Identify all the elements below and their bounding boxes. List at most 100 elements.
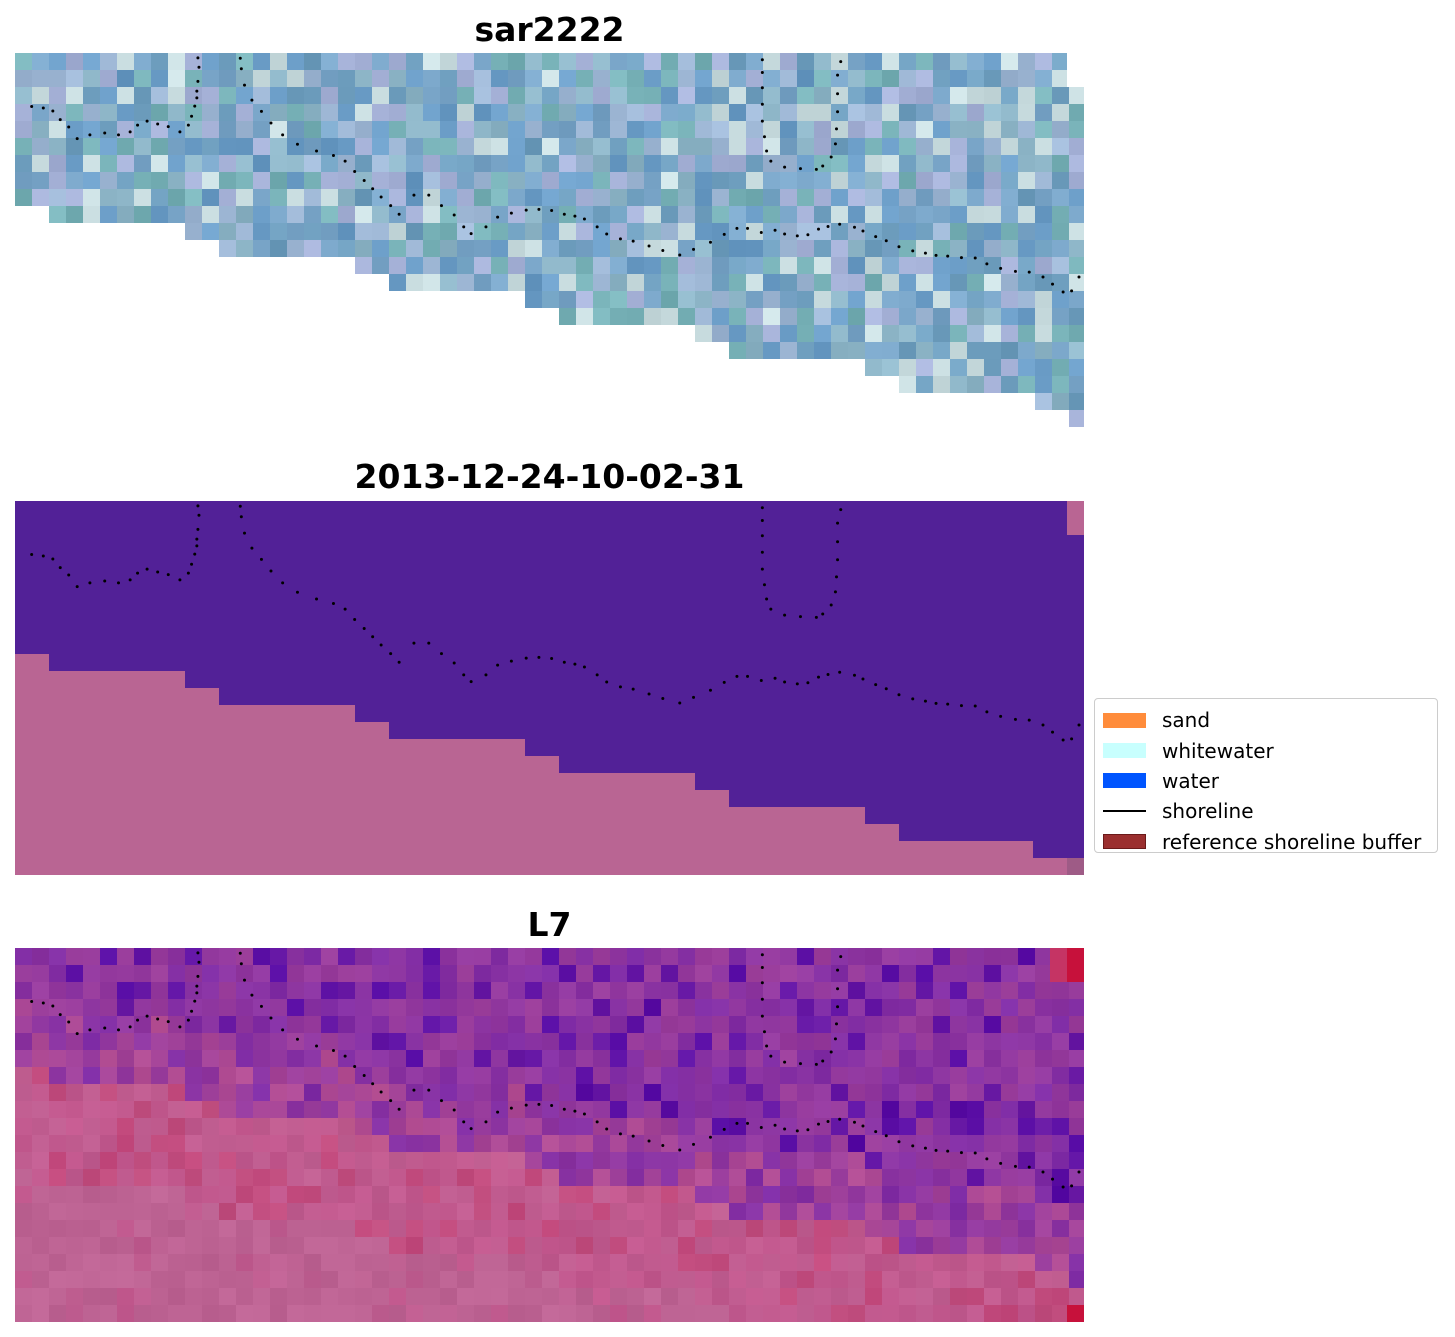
sar-cell bbox=[389, 121, 406, 138]
l7-cell bbox=[882, 1220, 899, 1237]
l7-cell bbox=[117, 1254, 134, 1271]
sar-cell bbox=[984, 342, 1001, 359]
l7-cell bbox=[66, 1135, 83, 1152]
sar-cell bbox=[406, 53, 423, 70]
l7-cell bbox=[117, 1101, 134, 1118]
l7-cell bbox=[865, 1152, 882, 1169]
sar-cell bbox=[848, 308, 865, 325]
sar-cell bbox=[168, 206, 185, 223]
sar-cell bbox=[389, 138, 406, 155]
sar-cell bbox=[338, 206, 355, 223]
sar-cell bbox=[219, 223, 236, 240]
l7-cell bbox=[270, 1237, 287, 1254]
l7-cell bbox=[270, 1050, 287, 1067]
sar-cell bbox=[899, 376, 916, 393]
l7-cell bbox=[661, 1135, 678, 1152]
l7-cell bbox=[508, 1271, 525, 1288]
sar-cell bbox=[219, 189, 236, 206]
l7-cell bbox=[1067, 1305, 1084, 1322]
l7-cell bbox=[661, 1152, 678, 1169]
sar-cell bbox=[151, 104, 168, 121]
l7-cell bbox=[1001, 1186, 1018, 1203]
l7-cell bbox=[848, 1033, 865, 1050]
sar-cell bbox=[712, 138, 729, 155]
shoreline-point bbox=[67, 1020, 71, 1024]
l7-cell bbox=[134, 1118, 151, 1135]
sar-cell bbox=[559, 206, 576, 223]
l7-cell bbox=[389, 1118, 406, 1135]
l7-cell bbox=[933, 982, 950, 999]
l7-cell bbox=[202, 1220, 219, 1237]
l7-cell bbox=[848, 1220, 865, 1237]
l7-cell bbox=[185, 1305, 202, 1322]
l7-cell bbox=[185, 1101, 202, 1118]
l7-cell bbox=[984, 1220, 1001, 1237]
shoreline-point bbox=[166, 125, 170, 129]
sar-cell bbox=[66, 53, 83, 70]
l7-cell bbox=[1052, 1305, 1069, 1322]
l7-cell bbox=[729, 1135, 746, 1152]
l7-cell bbox=[576, 1152, 593, 1169]
l7-cell bbox=[797, 982, 814, 999]
l7-cell bbox=[763, 1186, 780, 1203]
l7-cell bbox=[559, 1084, 576, 1101]
l7-cell bbox=[287, 948, 304, 965]
sar-cell bbox=[117, 121, 134, 138]
sar-cell bbox=[865, 359, 882, 376]
sar-cell bbox=[66, 87, 83, 104]
l7-cell bbox=[644, 1271, 661, 1288]
l7-cell bbox=[321, 1118, 338, 1135]
shoreline-point bbox=[243, 83, 247, 87]
sar-cell bbox=[134, 104, 151, 121]
sar-cell bbox=[389, 155, 406, 172]
sar-cell bbox=[321, 87, 338, 104]
sar-cell bbox=[746, 189, 763, 206]
l7-cell bbox=[66, 1237, 83, 1254]
l7-cell bbox=[202, 1169, 219, 1186]
l7-cell bbox=[49, 1101, 66, 1118]
l7-cell bbox=[202, 1186, 219, 1203]
sar-cell bbox=[865, 342, 882, 359]
shoreline-point bbox=[343, 159, 347, 163]
l7-cell bbox=[236, 999, 253, 1016]
l7-cell bbox=[389, 1050, 406, 1067]
sar-cell bbox=[338, 121, 355, 138]
sar-cell bbox=[440, 240, 457, 257]
l7-cell bbox=[457, 948, 474, 965]
l7-cell bbox=[491, 1067, 508, 1084]
l7-cell bbox=[831, 1288, 848, 1305]
sar-cell bbox=[559, 189, 576, 206]
l7-cell bbox=[253, 1305, 270, 1322]
sar-cell bbox=[695, 87, 712, 104]
l7-cell bbox=[423, 1203, 440, 1220]
shoreline-point bbox=[439, 1099, 443, 1103]
l7-cell bbox=[168, 1254, 185, 1271]
sar-cell bbox=[763, 325, 780, 342]
l7-cell bbox=[916, 1016, 933, 1033]
sar-cell bbox=[763, 257, 780, 274]
shoreline-point bbox=[196, 974, 200, 978]
l7-cell bbox=[542, 1152, 559, 1169]
l7-cell bbox=[678, 1067, 695, 1084]
shoreline-point bbox=[136, 571, 140, 575]
sar-cell bbox=[1069, 138, 1084, 155]
l7-cell bbox=[1001, 1067, 1018, 1084]
sar-cell bbox=[372, 121, 389, 138]
shoreline-point bbox=[595, 673, 599, 677]
sar-cell bbox=[1052, 325, 1069, 342]
shoreline-point bbox=[238, 504, 242, 508]
land-region bbox=[559, 773, 695, 875]
sar-cell bbox=[831, 155, 848, 172]
l7-cell bbox=[729, 1186, 746, 1203]
l7-cell bbox=[406, 1016, 423, 1033]
shoreline-point bbox=[661, 1143, 665, 1147]
l7-cell bbox=[389, 1135, 406, 1152]
l7-cell bbox=[508, 1288, 525, 1305]
l7-cell bbox=[661, 1186, 678, 1203]
sar-cell bbox=[1069, 172, 1084, 189]
sar-cell bbox=[712, 53, 729, 70]
l7-cell bbox=[593, 1220, 610, 1237]
sar-cell bbox=[542, 121, 559, 138]
sar-cell bbox=[185, 138, 202, 155]
sar-cell bbox=[712, 189, 729, 206]
